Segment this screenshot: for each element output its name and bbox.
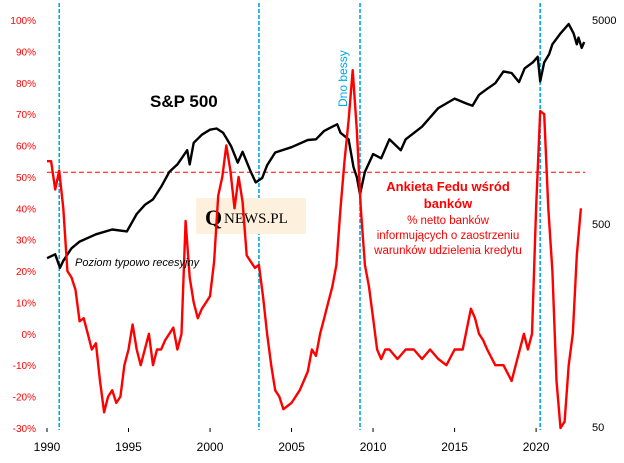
left-tick-label-5: 50% xyxy=(16,173,36,184)
logo-background xyxy=(196,198,306,234)
x-tick-label-6: 2020 xyxy=(523,440,550,454)
left-tick-label-0: 100% xyxy=(10,16,36,27)
x-tick-label-1: 1995 xyxy=(115,440,142,454)
right-axis-ticks: 5000 500 50 xyxy=(592,15,616,434)
left-tick-label-10: 0% xyxy=(22,330,37,341)
qnews-logo: Q NEWS.PL xyxy=(196,198,306,234)
survey-line xyxy=(47,68,583,430)
left-tick-label-7: 30% xyxy=(16,236,36,247)
left-tick-label-13: -30% xyxy=(13,424,36,435)
left-tick-label-11: -10% xyxy=(13,361,36,372)
survey-desc-line2: informujących o zaostrzeniu xyxy=(377,230,520,242)
left-tick-label-4: 60% xyxy=(16,142,36,153)
left-axis-ticks: 100% 90% 80% 70% 60% 50% 40% 30% 20% 10% 0% -10% -20… xyxy=(10,16,36,435)
sp500-line xyxy=(46,22,586,269)
sp500-label: S&P 500 xyxy=(150,92,218,111)
x-tick-label-3: 2005 xyxy=(278,440,305,454)
right-tick-label-1: 500 xyxy=(592,219,610,231)
right-tick-label-0: 5000 xyxy=(592,15,616,27)
x-axis-ticks: 1990 1995 2000 2005 2010 2015 2020 xyxy=(34,428,550,454)
left-tick-label-1: 90% xyxy=(16,47,36,58)
x-tick-label-2: 2000 xyxy=(197,440,224,454)
left-tick-label-12: -20% xyxy=(13,393,36,404)
x-tick-label-0: 1990 xyxy=(34,440,61,454)
left-tick-label-9: 10% xyxy=(16,298,36,309)
x-tick-label-5: 2015 xyxy=(441,440,468,454)
survey-title-line1: Ankieta Fedu wśród xyxy=(386,179,510,194)
logo-q: Q xyxy=(205,205,222,230)
survey-desc-line1: % netto banków xyxy=(407,215,490,227)
left-tick-label-8: 20% xyxy=(16,267,36,278)
survey-desc-line3: warunków udzielenia kredytu xyxy=(373,245,522,257)
left-tick-label-2: 80% xyxy=(16,79,36,90)
right-tick-label-2: 50 xyxy=(592,422,604,434)
logo-text: NEWS.PL xyxy=(224,211,288,227)
dno-bessy-label: Dno bessy xyxy=(336,50,350,107)
series-lines xyxy=(46,22,586,430)
reference-line-label: Poziom typowo recesyjny xyxy=(75,257,201,269)
survey-title-line2: banków xyxy=(424,196,473,211)
left-tick-label-6: 40% xyxy=(16,204,36,215)
left-tick-label-3: 70% xyxy=(16,110,36,121)
x-tick-label-4: 2010 xyxy=(360,440,387,454)
